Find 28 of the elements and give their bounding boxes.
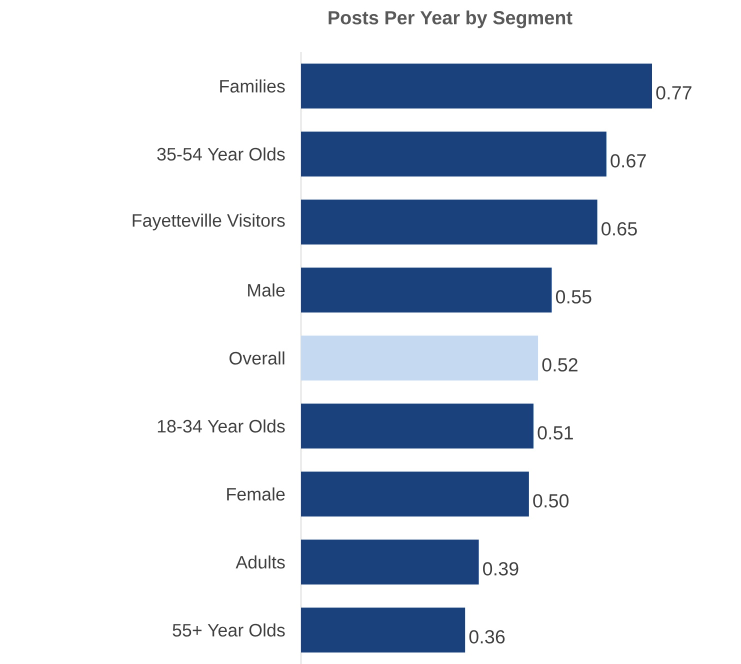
data-label: 0.52 [542,358,578,372]
y-tick-label: 35-54 Year Olds [157,147,285,161]
data-label: 0.50 [533,494,569,508]
y-tick-label: Female [227,487,285,501]
data-label: 0.55 [556,290,592,304]
bar [301,608,466,652]
data-label: 0.36 [469,630,505,644]
y-tick-label: Overall [230,351,284,365]
data-label: 0.51 [538,426,573,440]
bar [301,540,479,584]
y-tick-label: 55+ Year Olds [172,623,285,637]
y-tick-label: 18-34 Year Olds [158,419,285,433]
data-label: 0.39 [483,562,518,576]
y-tick-label: Male [248,283,285,297]
bar [301,64,652,108]
bar [301,200,598,244]
bar [301,132,606,176]
bar [301,336,538,380]
y-tick-label: Families [220,79,285,93]
data-label: 0.67 [610,154,646,168]
data-label: 0.65 [602,222,637,236]
bar [301,472,529,516]
y-tick-label: Adults [236,555,285,569]
bar [301,268,552,312]
data-label: 0.77 [656,86,692,100]
y-tick-label: Fayetteville Visitors [132,214,285,230]
bar [301,404,534,448]
chart-title: Posts Per Year by Segment [328,10,572,28]
